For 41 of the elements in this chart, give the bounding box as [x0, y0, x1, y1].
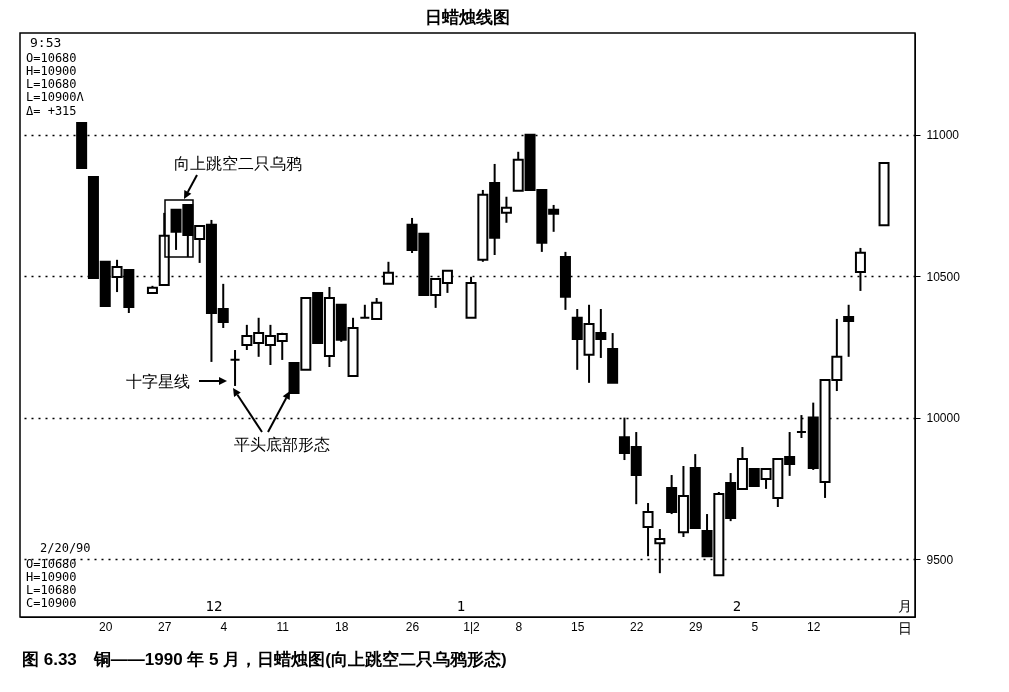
text: 9:53 [30, 35, 62, 50]
x-tick-label: 27 [158, 619, 172, 634]
x-tick-label: 8 [515, 619, 523, 634]
annotation: C=10900 [26, 596, 77, 610]
annotation: H=10900 [26, 64, 77, 78]
annotation: 2 [732, 598, 742, 614]
y-tick-label: 10500 [926, 269, 961, 284]
x-tick-label: 1|2 [463, 619, 481, 634]
annotation: 平头底部形态 [234, 435, 330, 454]
x-tick-label: 12 [807, 619, 821, 634]
x-tick-label: 20 [99, 619, 113, 634]
x-tick-label: 29 [689, 619, 703, 634]
annotation: 12 [205, 598, 223, 614]
annotation: H=10900 [26, 570, 77, 584]
annotation: L=10900Λ [26, 90, 85, 104]
y-tick-label: 10000 [926, 411, 961, 426]
x-tick-label: 15 [571, 619, 585, 634]
chart-title: 日蜡烛线图 [425, 8, 510, 27]
candlestick [371, 296, 383, 320]
annotation: O=10680 [26, 51, 77, 65]
annotation: 十字星线 [126, 372, 190, 391]
annotation: O=10680 [26, 557, 77, 571]
text: 月 [898, 598, 912, 614]
annotation: Δ= +315 [26, 104, 77, 118]
annotation: 2/20/90 [40, 541, 91, 555]
caption: 图 6.33 铜——1990 年 5 月，日蜡烛图(向上跳空二只乌鸦形态) [22, 649, 507, 671]
annotation: 向上跳空二只乌鸦 [174, 154, 302, 173]
text: 日 [898, 620, 912, 636]
x-tick-label: 4 [220, 619, 228, 634]
y-tick-label: 9500 [926, 552, 954, 567]
x-tick-label: 11 [276, 619, 290, 634]
x-tick-label: 26 [405, 619, 420, 634]
candlestick [843, 303, 855, 358]
candlestick [642, 502, 654, 558]
x-tick-label: 5 [751, 619, 759, 634]
x-tick-label: 18 [335, 619, 349, 634]
annotation: L=10680 [26, 77, 77, 91]
annotation: 1 [456, 598, 466, 614]
annotation: L=10680 [26, 583, 77, 597]
x-tick-label: 22 [630, 619, 644, 634]
y-tick-label: 11000 [926, 128, 960, 143]
